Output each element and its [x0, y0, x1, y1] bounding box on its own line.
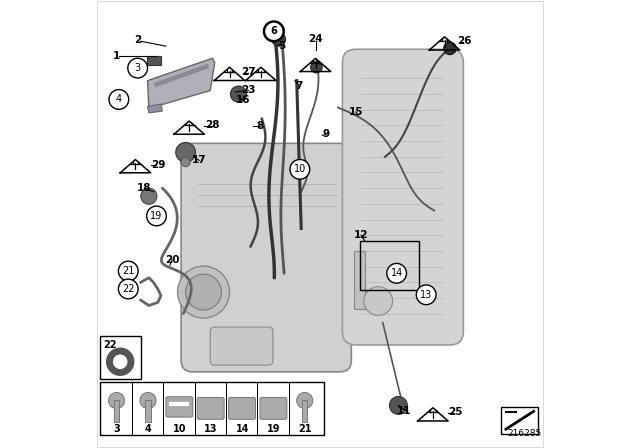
Text: 10: 10: [294, 164, 306, 174]
Text: 13: 13: [420, 290, 432, 300]
Text: 14: 14: [236, 424, 249, 434]
Circle shape: [186, 274, 221, 310]
Bar: [100, 336, 141, 379]
Bar: [147, 56, 161, 65]
Circle shape: [290, 159, 310, 179]
Circle shape: [390, 396, 408, 414]
Text: 2: 2: [134, 35, 141, 45]
Text: 21: 21: [298, 424, 312, 434]
Text: 3: 3: [134, 63, 141, 73]
Text: 27: 27: [241, 67, 255, 77]
Text: 26: 26: [457, 36, 472, 46]
FancyBboxPatch shape: [197, 397, 224, 419]
Text: 4: 4: [145, 424, 152, 434]
FancyBboxPatch shape: [342, 49, 463, 345]
Text: 12: 12: [354, 230, 369, 240]
Bar: [353, 251, 365, 309]
Circle shape: [387, 263, 406, 283]
Circle shape: [177, 266, 230, 318]
Bar: [502, 407, 538, 434]
Text: 28: 28: [205, 121, 220, 130]
FancyBboxPatch shape: [260, 397, 287, 419]
Text: 16: 16: [236, 95, 250, 105]
Circle shape: [141, 188, 157, 204]
Text: 7: 7: [296, 81, 303, 91]
Text: 19: 19: [150, 211, 163, 221]
FancyBboxPatch shape: [228, 397, 255, 419]
Text: 24: 24: [308, 34, 323, 44]
Bar: [114, 400, 119, 422]
Text: 21: 21: [122, 266, 134, 276]
Text: 216285: 216285: [507, 429, 541, 438]
Text: 22: 22: [122, 284, 134, 294]
FancyBboxPatch shape: [181, 143, 351, 372]
Polygon shape: [148, 104, 163, 113]
Text: 23: 23: [241, 86, 255, 95]
Circle shape: [310, 61, 323, 73]
Polygon shape: [148, 58, 215, 108]
Text: 11: 11: [397, 406, 412, 416]
Text: 8: 8: [257, 121, 264, 131]
Bar: [145, 400, 150, 422]
Bar: [100, 382, 324, 435]
Text: 29: 29: [150, 160, 165, 170]
Text: 6: 6: [271, 26, 277, 36]
Text: 25: 25: [448, 407, 463, 417]
Text: 5: 5: [278, 41, 285, 51]
Text: 20: 20: [165, 255, 179, 265]
Circle shape: [118, 279, 138, 299]
Text: 17: 17: [192, 155, 206, 165]
Text: 19: 19: [267, 424, 280, 434]
Bar: [360, 241, 419, 290]
Polygon shape: [154, 64, 209, 87]
Circle shape: [128, 58, 148, 78]
Text: 10: 10: [173, 424, 186, 434]
Circle shape: [140, 392, 156, 409]
Text: 15: 15: [349, 107, 363, 117]
Circle shape: [230, 86, 246, 102]
Circle shape: [272, 33, 285, 46]
FancyBboxPatch shape: [210, 327, 273, 365]
Text: 4: 4: [116, 95, 122, 104]
Circle shape: [176, 142, 195, 162]
Text: 3: 3: [114, 424, 120, 434]
FancyBboxPatch shape: [166, 397, 193, 417]
Circle shape: [264, 22, 284, 41]
Circle shape: [181, 158, 190, 167]
Text: 18: 18: [137, 183, 152, 193]
Circle shape: [109, 90, 129, 109]
Circle shape: [417, 285, 436, 305]
Text: 13: 13: [204, 424, 218, 434]
Circle shape: [444, 42, 456, 55]
Circle shape: [297, 392, 313, 409]
Circle shape: [109, 392, 125, 409]
Text: 9: 9: [323, 129, 330, 139]
Circle shape: [364, 287, 392, 315]
Text: 14: 14: [390, 268, 403, 278]
Bar: [302, 400, 307, 422]
Text: 1: 1: [113, 51, 120, 61]
Text: 22: 22: [103, 340, 116, 350]
Circle shape: [118, 261, 138, 281]
Circle shape: [147, 206, 166, 226]
